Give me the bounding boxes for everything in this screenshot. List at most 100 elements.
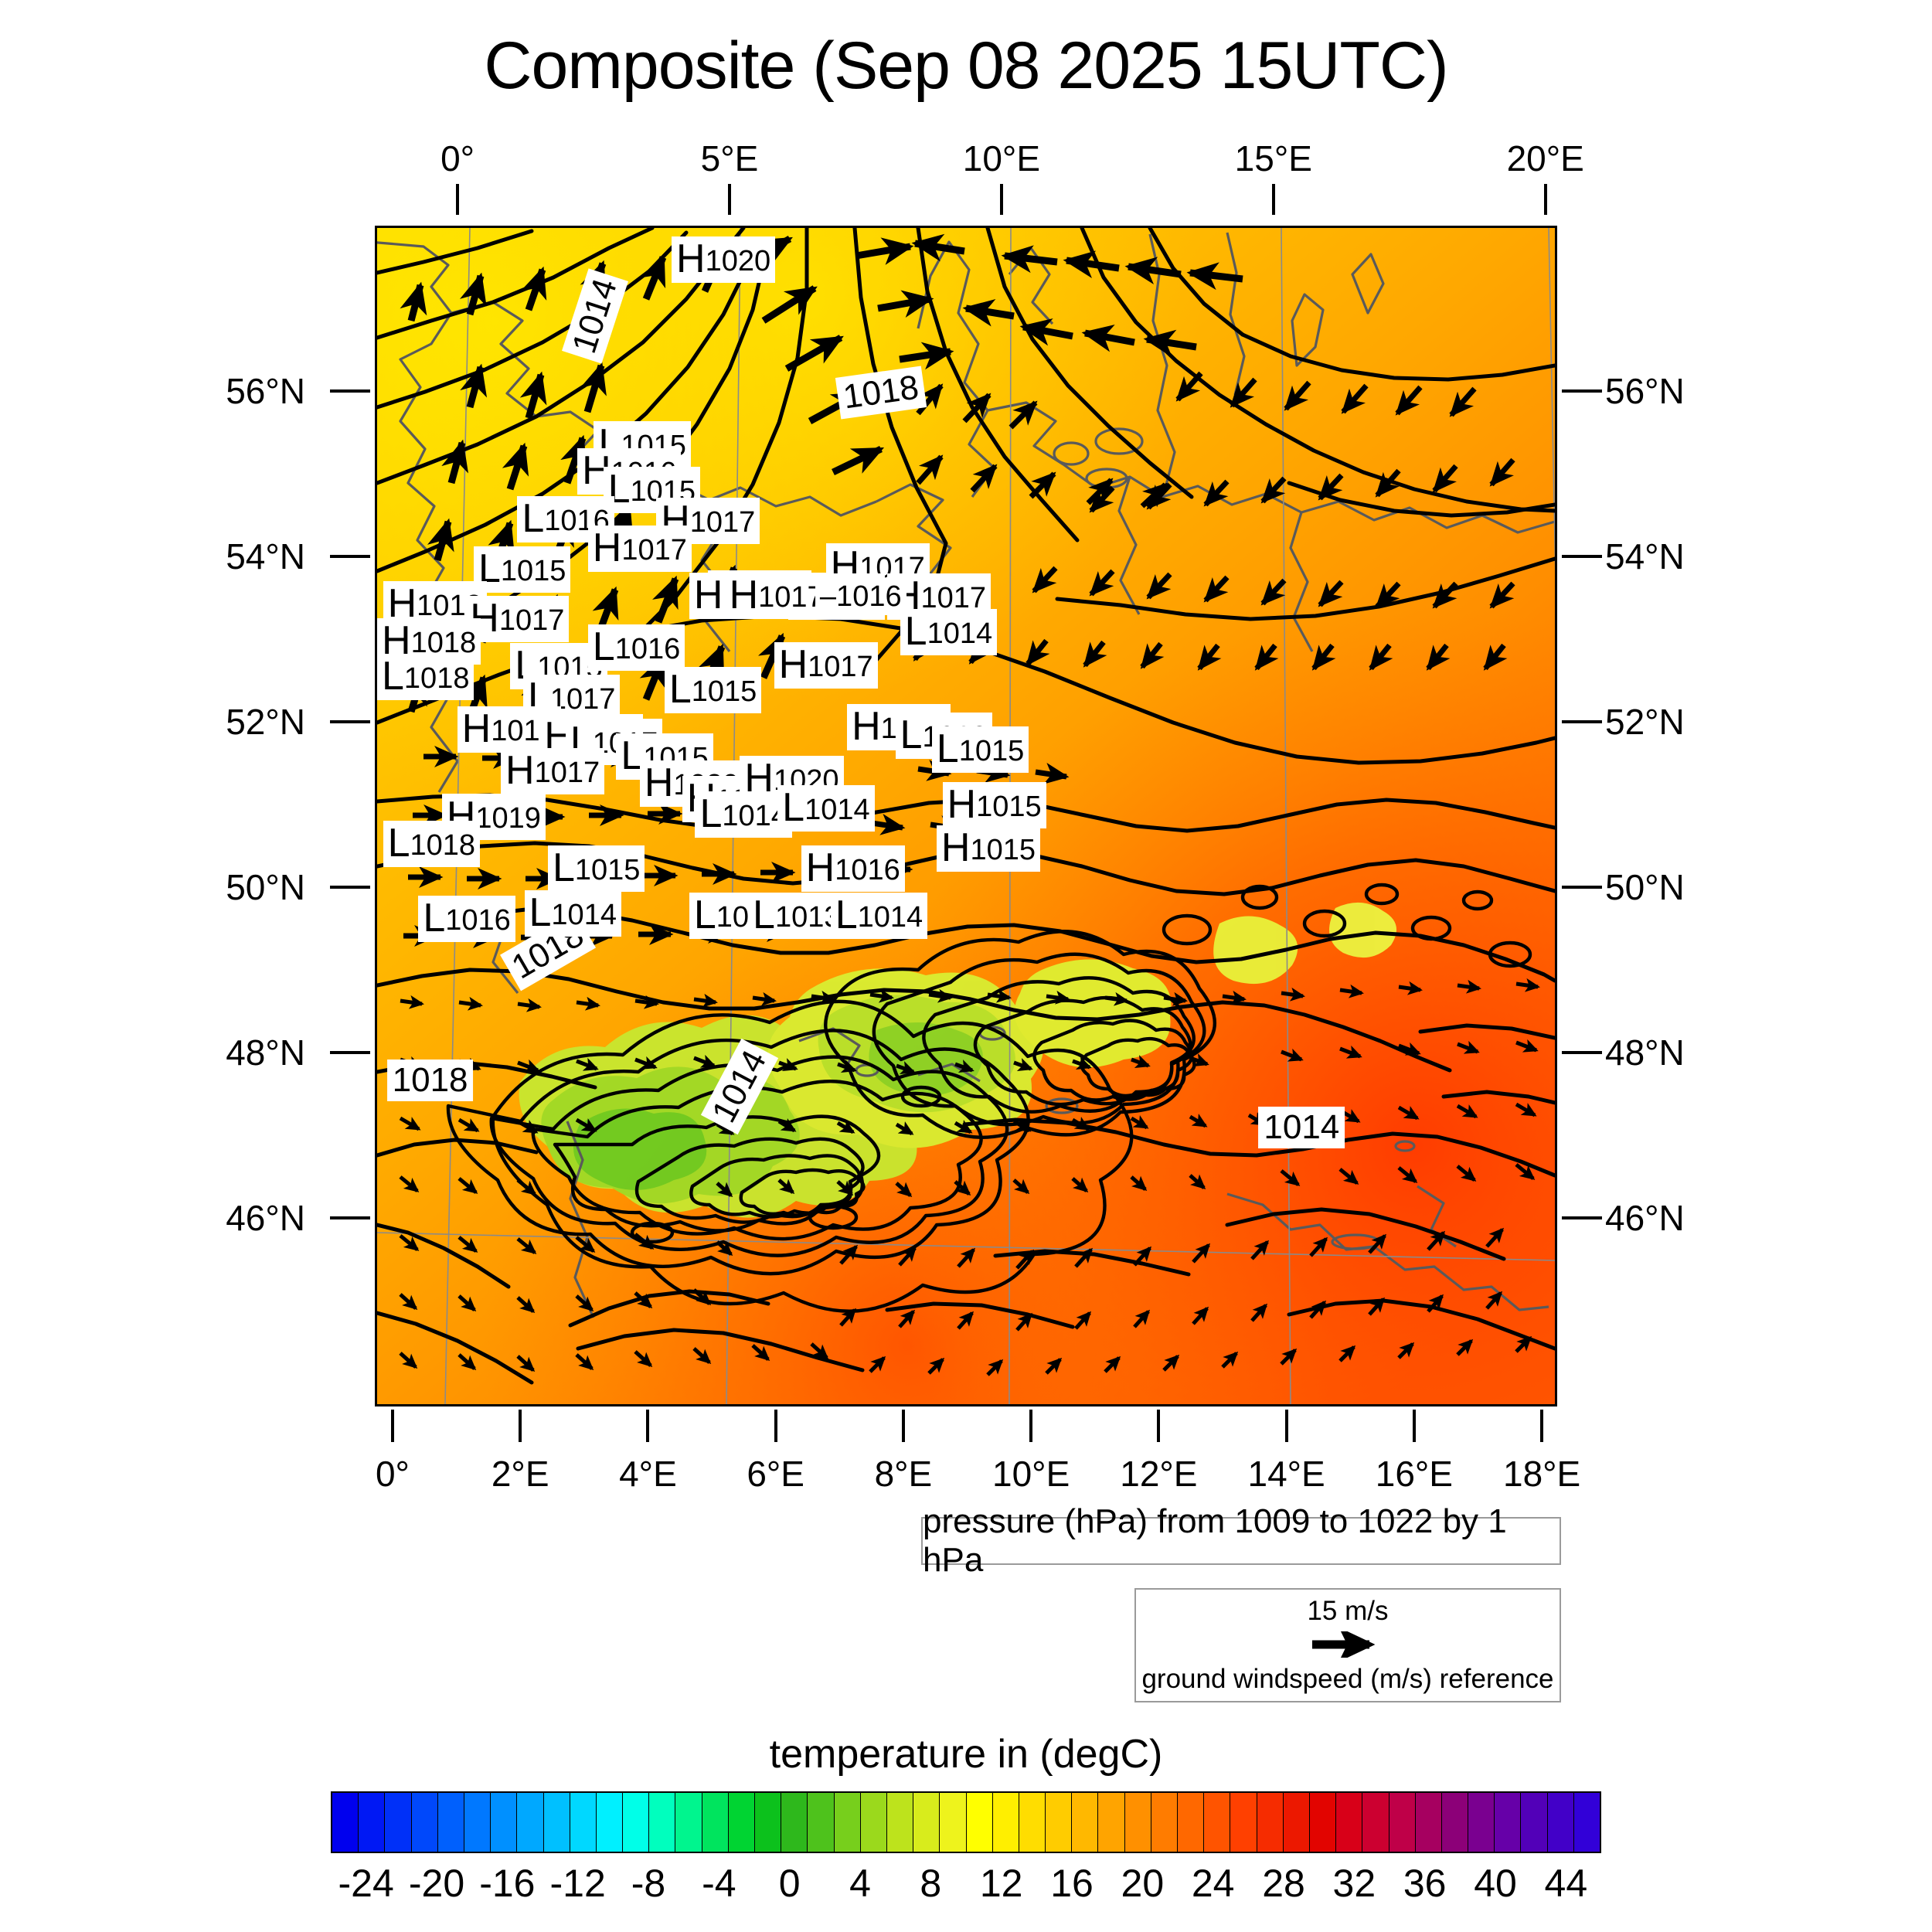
- pressure-extremum-value: 1015: [970, 834, 1036, 867]
- lat-label-right-0: 56°N: [1605, 370, 1685, 411]
- lat-tick-right-5: [1562, 1216, 1602, 1219]
- colorbar-swatch: [1046, 1793, 1073, 1852]
- lon-label-bottom-0: 0°: [375, 1454, 410, 1494]
- lon-label-bottom-6: 12°E: [1120, 1454, 1198, 1494]
- colorbar-swatch: [992, 1793, 1019, 1852]
- pressure-extremum-value: 1015: [500, 555, 566, 588]
- colorbar-swatch: [332, 1793, 359, 1852]
- colorbar-swatch: [1257, 1793, 1284, 1852]
- colorbar-swatch: [1178, 1793, 1205, 1852]
- pressure-extremum-value: 1017: [758, 580, 824, 614]
- wind-reference-box: 15 m/s ground windspeed (m/s) reference: [1134, 1588, 1561, 1702]
- colorbar-tick-label: 28: [1262, 1862, 1305, 1905]
- lon-tick-bottom-5: [1029, 1410, 1033, 1442]
- lat-tick-left-4: [330, 1050, 370, 1054]
- lat-label-right-4: 48°N: [1605, 1032, 1685, 1073]
- colorbar-swatch: [1072, 1793, 1099, 1852]
- pressure-extremum-letter: H: [592, 526, 622, 571]
- pressure-extremum-letter: L: [387, 821, 410, 866]
- colorbar-swatch: [1573, 1793, 1600, 1852]
- map-panel: 1014 1018 1018 1018 1014 1014 H1020 L1015…: [375, 226, 1557, 1406]
- lat-tick-left-2: [330, 719, 370, 723]
- pressure-extremum-letter: L: [699, 791, 723, 837]
- pressure-extremum-letter: L: [621, 733, 644, 779]
- colorbar-tick-label: 20: [1121, 1862, 1165, 1905]
- pressure-high-label: H1017: [465, 596, 570, 643]
- colorbar[interactable]: [331, 1791, 1601, 1853]
- pressure-extremum-letter: L: [522, 496, 545, 542]
- colorbar-swatch: [1547, 1793, 1574, 1852]
- pressure-low-label: L1016: [517, 496, 614, 543]
- pressure-low-label: L1015: [473, 546, 571, 594]
- colorbar-swatch: [1336, 1793, 1363, 1852]
- lat-label-left-3: 50°N: [226, 866, 305, 907]
- pressure-extremum-value: 1015: [976, 790, 1042, 823]
- pressure-extremum-value: 1017: [920, 582, 986, 615]
- contour-label: 1018: [386, 1060, 474, 1102]
- pressure-extremum-value: 1018: [403, 662, 470, 695]
- colorbar-swatch: [781, 1793, 808, 1852]
- lon-tick-bottom-7: [1284, 1410, 1288, 1442]
- lon-tick-bottom-1: [519, 1410, 522, 1442]
- wind-arrow-icon: [1312, 1631, 1376, 1658]
- pressure-extremum-letter: L: [668, 666, 692, 712]
- lon-tick-top-4: [1543, 184, 1547, 215]
- lon-label-bottom-3: 6°E: [747, 1454, 804, 1494]
- pressure-extremum-letter: H: [676, 236, 706, 281]
- lon-tick-top-0: [456, 184, 460, 215]
- lat-label-left-0: 56°N: [226, 370, 305, 411]
- colorbar-swatch: [464, 1793, 492, 1852]
- lat-tick-right-3: [1562, 885, 1602, 889]
- colorbar-swatch: [623, 1793, 650, 1852]
- colorbar-tick-label: -20: [408, 1862, 465, 1905]
- pressure-extremum-value: 1017: [689, 505, 756, 539]
- colorbar-swatch: [1204, 1793, 1231, 1852]
- pressure-extremum-value: 1017: [549, 683, 616, 716]
- pressure-extremum-letter: H: [729, 572, 759, 617]
- colorbar-tick-label: -8: [631, 1862, 666, 1905]
- pressure-extremum-letter: H: [505, 747, 535, 793]
- pressure-low-label: –1016: [815, 580, 906, 616]
- pressure-low-label: L1013: [748, 892, 845, 939]
- lon-label-top-3: 15°E: [1234, 138, 1312, 179]
- pressure-extremum-value: 1014: [804, 794, 870, 827]
- colorbar-swatch: [755, 1793, 782, 1852]
- pressure-extremum-letter: H: [387, 580, 417, 626]
- weather-map[interactable]: 1014 1018 1018 1018 1014 1014 H1020 L1015…: [375, 226, 1557, 1406]
- colorbar-swatch: [913, 1793, 940, 1852]
- pressure-extremum-letter: H: [693, 572, 723, 617]
- pressure-extremum-letter: L: [904, 609, 927, 655]
- colorbar-swatch: [728, 1793, 755, 1852]
- pressure-extremum-value: 1018: [410, 829, 476, 862]
- colorbar-swatch: [940, 1793, 967, 1852]
- lon-label-bottom-7: 14°E: [1247, 1454, 1325, 1494]
- colorbar-tick-label: 0: [778, 1862, 801, 1905]
- contour-label: 1014: [1258, 1107, 1345, 1149]
- colorbar-swatch: [517, 1793, 544, 1852]
- pressure-extremum-value: 1013: [774, 900, 841, 934]
- pressure-extremum-value: 1015: [958, 735, 1025, 768]
- lon-tick-bottom-2: [646, 1410, 650, 1442]
- pressure-extremum-letter: H: [461, 706, 492, 752]
- lon-label-bottom-5: 10°E: [992, 1454, 1070, 1494]
- colorbar-swatch: [1124, 1793, 1151, 1852]
- lat-tick-right-2: [1562, 719, 1602, 723]
- pressure-extremum-value: 1016: [835, 854, 900, 887]
- colorbar-tick-label: 4: [849, 1862, 871, 1905]
- colorbar-swatch: [359, 1793, 386, 1852]
- colorbar-swatch: [860, 1793, 887, 1852]
- pressure-high-label: H1017: [724, 572, 828, 619]
- colorbar-swatch: [1441, 1793, 1469, 1852]
- wind-reference-caption: ground windspeed (m/s) reference: [1141, 1664, 1554, 1694]
- lon-tick-top-2: [999, 184, 1003, 215]
- colorbar-tick-label: 40: [1474, 1862, 1517, 1905]
- pressure-extremum-value: –1016: [819, 580, 902, 614]
- pressure-extremum-value: 1015: [574, 854, 641, 887]
- pressure-extremum-value: 1018: [410, 627, 477, 660]
- pressure-high-label: H1020: [672, 236, 776, 283]
- pressure-extremum-value: 1017: [808, 650, 873, 683]
- colorbar-swatch: [385, 1793, 412, 1852]
- colorbar-tick-label: -12: [549, 1862, 606, 1905]
- pressure-high-label: H1016: [801, 845, 905, 893]
- lon-tick-bottom-0: [390, 1410, 394, 1442]
